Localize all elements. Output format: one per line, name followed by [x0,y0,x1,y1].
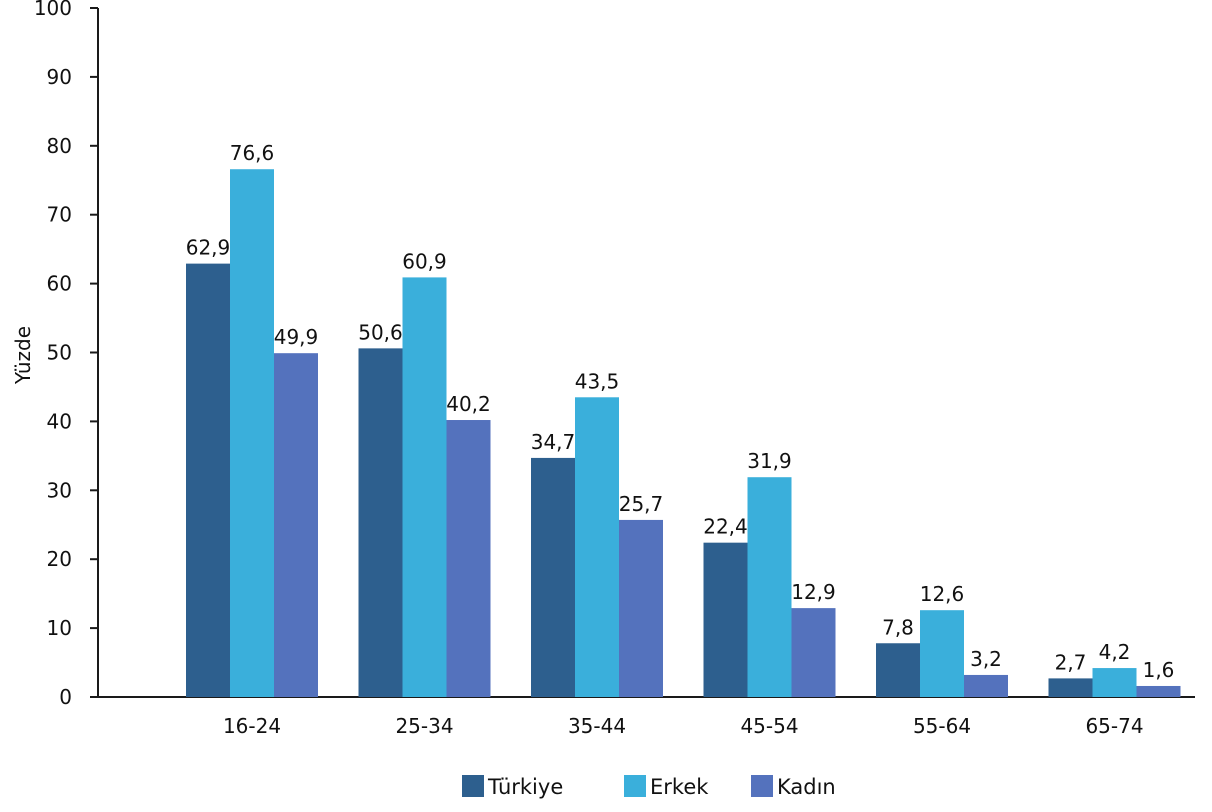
legend-label: Türkiye [487,775,563,799]
data-label: 40,2 [446,392,491,416]
bar-1-2 [575,397,619,697]
bar-0-1 [358,348,403,697]
x-tick-label: 45-54 [740,714,798,738]
data-label: 34,7 [531,430,576,454]
legend-swatch [751,775,773,797]
data-label: 1,6 [1143,658,1175,682]
y-tick-label: 20 [47,547,72,571]
data-label: 12,6 [920,582,965,606]
legend-swatch [462,775,484,797]
data-label: 3,2 [970,647,1002,671]
bar-1-1 [402,277,447,697]
y-tick-label: 70 [47,203,72,227]
data-label: 76,6 [230,141,275,165]
bar-2-5 [1136,685,1181,697]
legend-label: Erkek [650,775,709,799]
y-tick-label: 50 [47,341,72,365]
x-tick-label: 55-64 [913,714,971,738]
x-tick-label: 16-24 [223,714,281,738]
y-tick-label: 0 [59,685,72,709]
y-tick-label: 60 [47,272,72,296]
y-tick-label: 100 [34,0,72,20]
bar-1-5 [1092,668,1137,697]
bar-0-3 [703,542,748,697]
data-label: 31,9 [747,449,792,473]
data-label: 2,7 [1055,650,1087,674]
bar-2-4 [964,674,1008,697]
data-label: 49,9 [274,325,319,349]
y-tick-label: 10 [47,616,72,640]
data-label: 4,2 [1099,640,1131,664]
legend: Türkiye Erkek Kadın [462,775,836,799]
bar-0-2 [531,457,575,697]
bar-0-4 [876,643,920,697]
data-label: 12,9 [791,580,836,604]
y-tick-label: 40 [47,409,72,433]
bar-2-1 [446,420,491,697]
bar-1-0 [230,169,274,697]
y-axis-title: Yüzde [11,326,35,385]
data-label: 7,8 [882,615,914,639]
legend-label: Kadın [777,775,836,799]
data-label: 50,6 [358,320,403,344]
y-tick-label: 30 [47,478,72,502]
bar-0-5 [1048,678,1093,697]
y-tick-label: 90 [47,65,72,89]
x-tick-label: 35-44 [568,714,626,738]
x-tick-labels: 16-24 25-34 35-44 45-54 55-64 65-74 [223,714,1144,738]
bar-1-4 [920,610,964,697]
data-label: 62,9 [186,236,231,260]
y-tick-label: 80 [47,134,72,158]
x-tick-label: 65-74 [1085,714,1143,738]
bar-2-0 [274,353,318,697]
bar-1-3 [747,477,792,697]
y-ticks: 0 10 20 30 40 50 60 70 80 90 100 [34,0,98,709]
x-tick-label: 25-34 [395,714,453,738]
legend-swatch [624,775,646,797]
bar-0-0 [186,263,230,697]
data-label: 22,4 [703,515,748,539]
data-label: 60,9 [402,249,447,273]
data-label: 25,7 [619,492,664,516]
data-label: 43,5 [575,369,620,393]
bar-2-3 [791,608,836,697]
bars [186,169,1181,697]
bar-2-2 [619,519,663,697]
data-labels: 62,9 76,6 49,9 50,6 60,9 40,2 34,7 43,5 25,7 22,4… [186,141,1175,682]
